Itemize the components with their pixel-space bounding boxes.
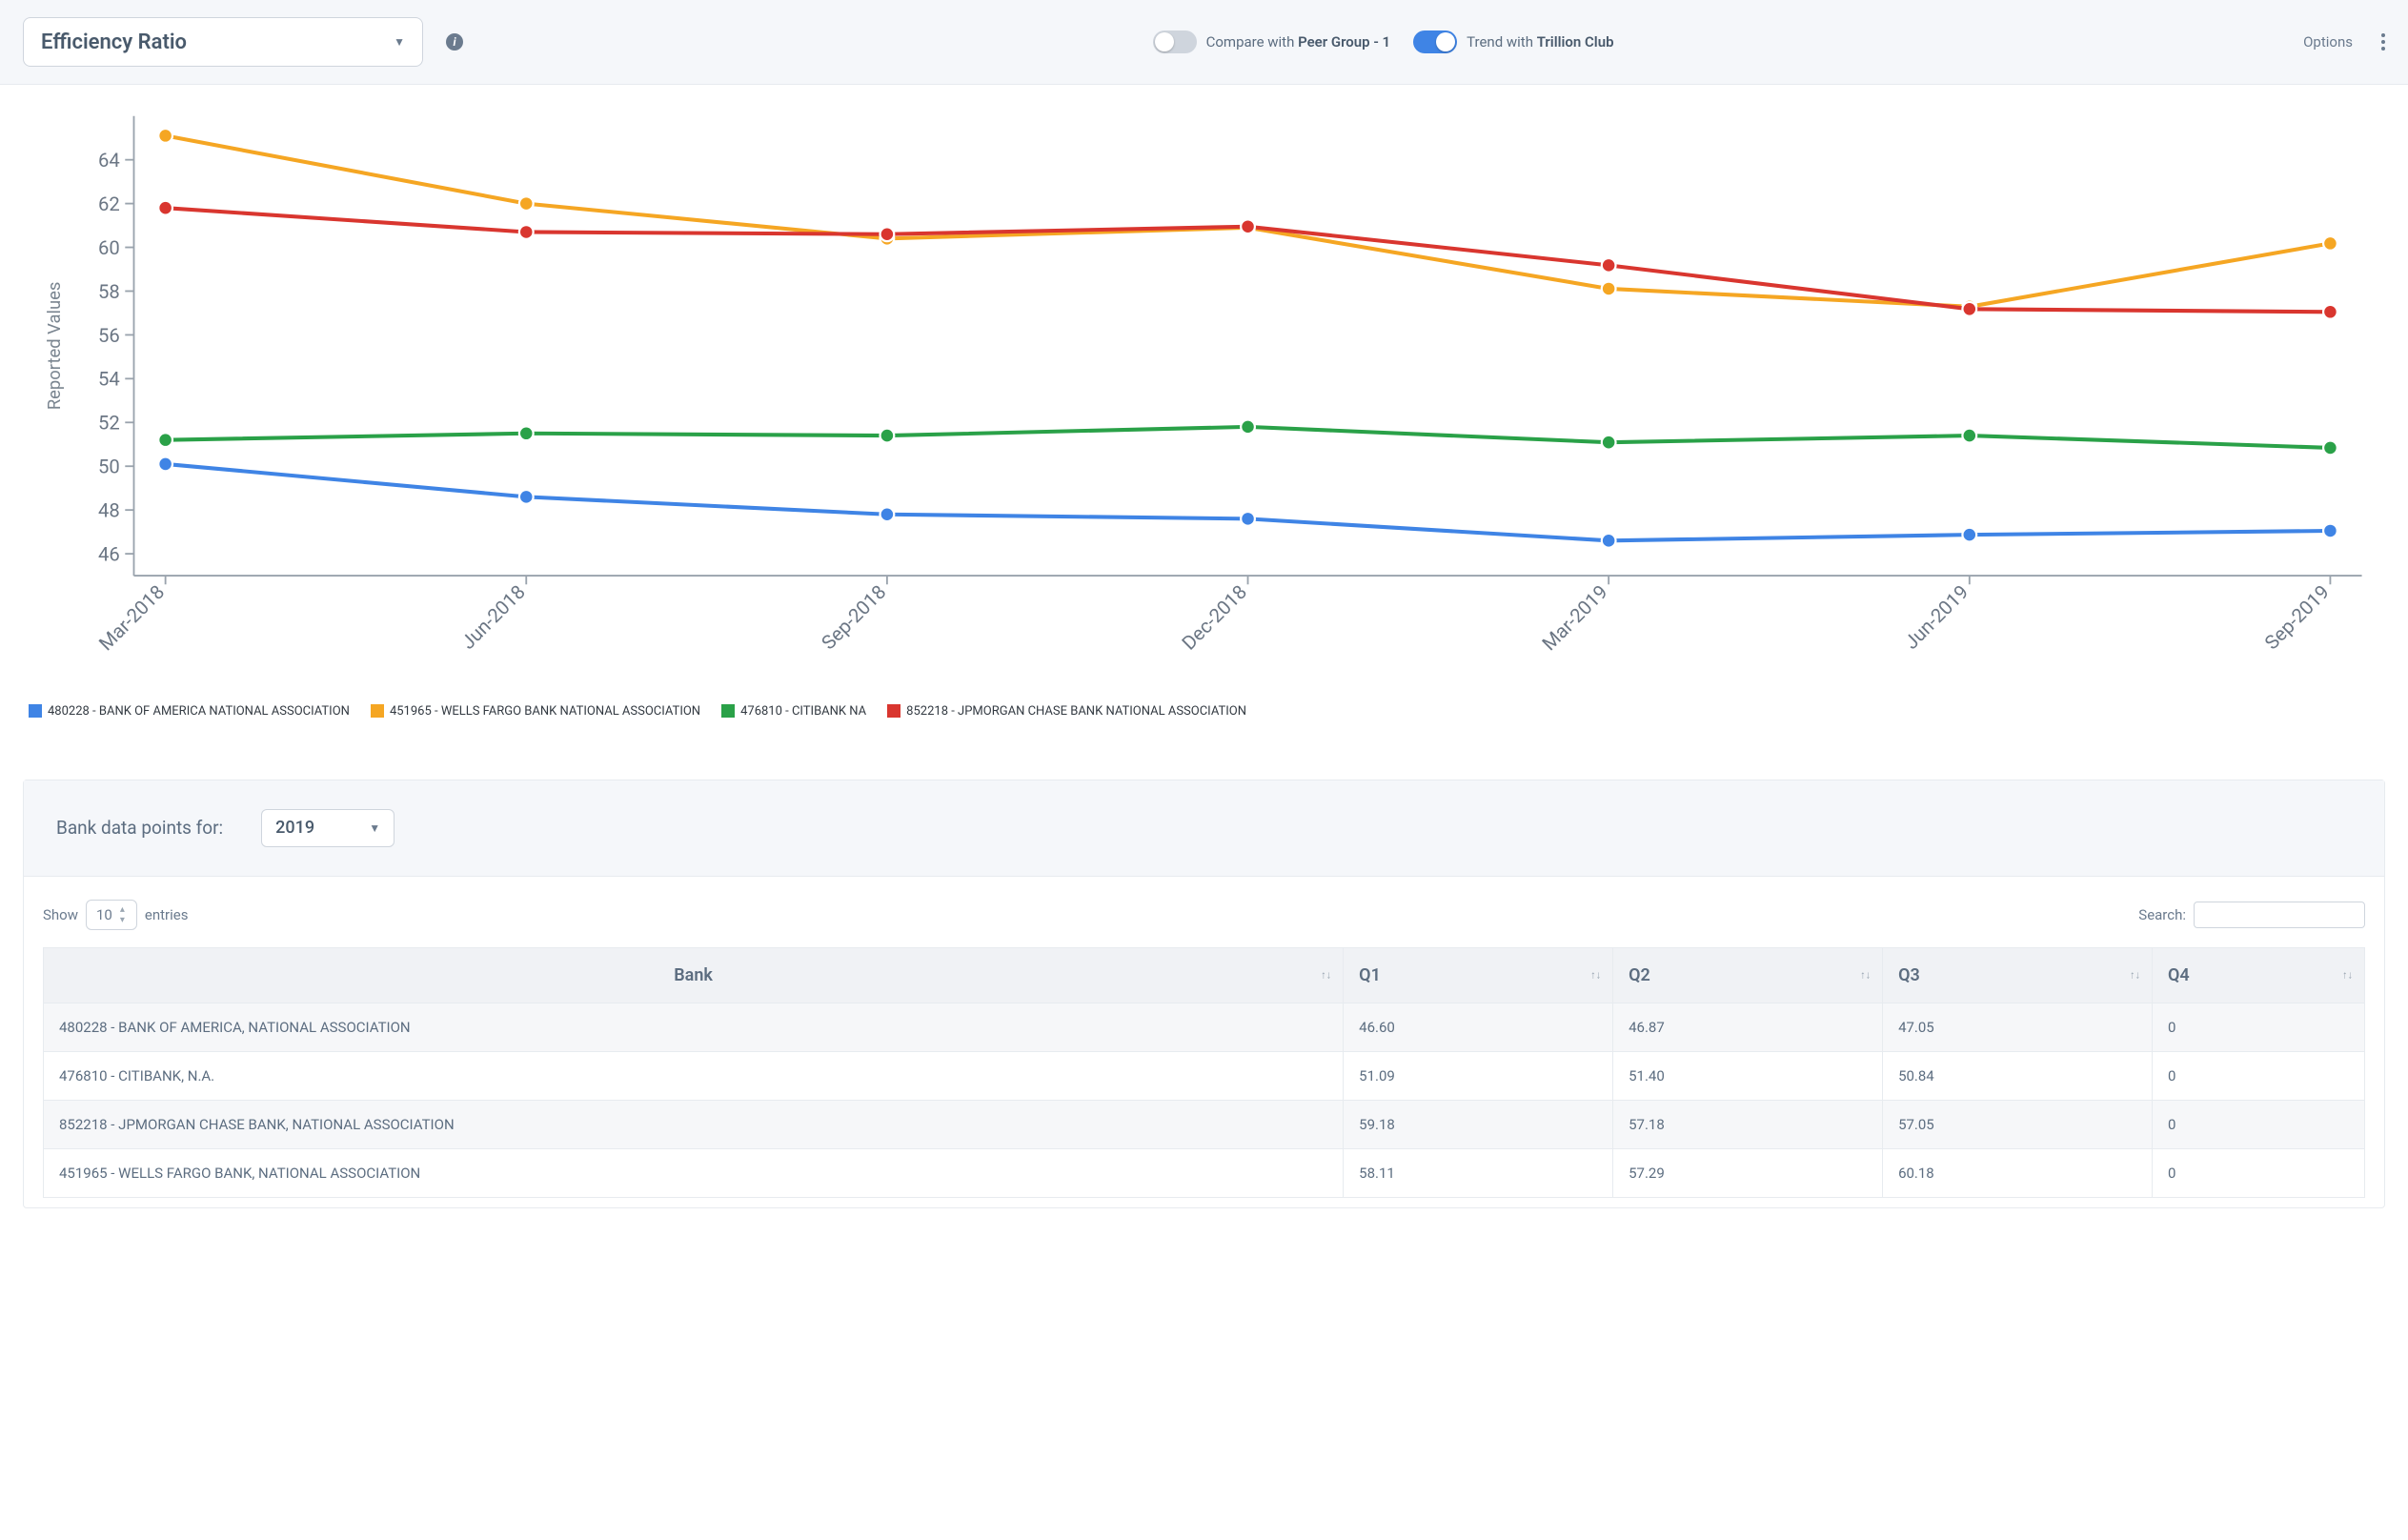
sort-icon: ↑↓ <box>2342 971 2353 980</box>
legend-label: 852218 - JPMORGAN CHASE BANK NATIONAL AS… <box>906 704 1246 719</box>
table-cell: 451965 - WELLS FARGO BANK, NATIONAL ASSO… <box>44 1148 1344 1197</box>
legend-item[interactable]: 451965 - WELLS FARGO BANK NATIONAL ASSOC… <box>371 704 700 719</box>
table-cell: 0 <box>2153 1148 2365 1197</box>
table-header[interactable]: Q1↑↓ <box>1344 947 1613 1003</box>
options-link[interactable]: Options <box>2303 33 2353 51</box>
table-header[interactable]: Q2↑↓ <box>1613 947 1883 1003</box>
svg-text:Mar-2018: Mar-2018 <box>94 580 169 655</box>
table-header[interactable]: Q3↑↓ <box>1883 947 2153 1003</box>
search-input[interactable] <box>2194 902 2365 928</box>
entries-label: entries <box>145 906 189 923</box>
svg-text:Sep-2019: Sep-2019 <box>2260 580 2334 654</box>
svg-text:60: 60 <box>98 236 120 259</box>
table-cell: 46.60 <box>1344 1003 1613 1051</box>
metric-select-label: Efficiency Ratio <box>41 30 187 54</box>
table-row: 451965 - WELLS FARGO BANK, NATIONAL ASSO… <box>44 1148 2365 1197</box>
svg-text:46: 46 <box>98 542 120 565</box>
table-row: 480228 - BANK OF AMERICA, NATIONAL ASSOC… <box>44 1003 2365 1051</box>
header-bar: Efficiency Ratio ▼ i Compare with Peer G… <box>0 0 2408 85</box>
table-cell: 46.87 <box>1613 1003 1883 1051</box>
chevron-down-icon: ▼ <box>369 821 380 835</box>
sort-icon: ↑↓ <box>2130 971 2140 980</box>
compare-toggle-label: Compare with Peer Group - 1 <box>1206 33 1391 51</box>
table-cell: 0 <box>2153 1100 2365 1148</box>
legend-swatch <box>371 704 384 718</box>
svg-text:50: 50 <box>98 456 120 478</box>
table-cell: 57.29 <box>1613 1148 1883 1197</box>
kebab-icon[interactable] <box>2381 33 2385 51</box>
sort-icon: ↑↓ <box>1860 971 1871 980</box>
search-control: Search: <box>2138 902 2365 928</box>
table-cell: 476810 - CITIBANK, N.A. <box>44 1051 1344 1100</box>
svg-text:62: 62 <box>98 192 120 215</box>
efficiency-chart: 46 48 50 52 54 56 58 60 62 64 Reported Values Mar-2… <box>29 102 2379 681</box>
entries-control: Show 10 ▴▾ entries <box>43 900 188 930</box>
table-cell: 0 <box>2153 1003 2365 1051</box>
info-icon[interactable]: i <box>446 33 463 51</box>
legend-swatch <box>29 704 42 718</box>
compare-toggle[interactable] <box>1153 30 1197 53</box>
table-row: 852218 - JPMORGAN CHASE BANK, NATIONAL A… <box>44 1100 2365 1148</box>
chart-legend: 480228 - BANK OF AMERICA NATIONAL ASSOCI… <box>29 704 2379 719</box>
table-cell: 59.18 <box>1344 1100 1613 1148</box>
legend-label: 476810 - CITIBANK NA <box>740 704 866 719</box>
svg-text:48: 48 <box>98 499 120 522</box>
legend-swatch <box>887 704 900 718</box>
svg-text:Mar-2019: Mar-2019 <box>1537 580 1611 655</box>
svg-text:64: 64 <box>98 149 120 172</box>
table-cell: 51.09 <box>1344 1051 1613 1100</box>
table-cell: 852218 - JPMORGAN CHASE BANK, NATIONAL A… <box>44 1100 1344 1148</box>
table-row: 476810 - CITIBANK, N.A.51.0951.4050.840 <box>44 1051 2365 1100</box>
show-label: Show <box>43 906 78 923</box>
chart-panel: 46 48 50 52 54 56 58 60 62 64 Reported Values Mar-2… <box>0 85 2408 757</box>
svg-text:56: 56 <box>98 324 120 347</box>
trend-toggle-label: Trend with Trillion Club <box>1467 33 1613 51</box>
table-cell: 50.84 <box>1883 1051 2153 1100</box>
table-header[interactable]: Bank↑↓ <box>44 947 1344 1003</box>
data-card: Bank data points for: 2019 ▼ Show 10 ▴▾ … <box>23 780 2385 1208</box>
data-card-title: Bank data points for: <box>56 817 223 839</box>
table-cell: 51.40 <box>1613 1051 1883 1100</box>
svg-text:Dec-2018: Dec-2018 <box>1177 580 1251 655</box>
data-card-header: Bank data points for: 2019 ▼ <box>24 780 2384 877</box>
sort-icon: ↑↓ <box>1321 971 1331 980</box>
legend-item[interactable]: 852218 - JPMORGAN CHASE BANK NATIONAL AS… <box>887 704 1246 719</box>
table-cell: 480228 - BANK OF AMERICA, NATIONAL ASSOC… <box>44 1003 1344 1051</box>
svg-text:54: 54 <box>98 368 120 391</box>
year-select[interactable]: 2019 ▼ <box>261 809 395 847</box>
table-cell: 58.11 <box>1344 1148 1613 1197</box>
year-select-label: 2019 <box>275 818 314 838</box>
trend-toggle-group: Trend with Trillion Club <box>1413 30 1613 53</box>
chevron-down-icon: ▼ <box>394 35 405 49</box>
sort-icon: ↑↓ <box>1590 971 1601 980</box>
table-cell: 57.05 <box>1883 1100 2153 1148</box>
trend-toggle[interactable] <box>1413 30 1457 53</box>
legend-label: 480228 - BANK OF AMERICA NATIONAL ASSOCI… <box>48 704 350 719</box>
svg-text:Jun-2019: Jun-2019 <box>1900 580 1973 654</box>
table-cell: 60.18 <box>1883 1148 2153 1197</box>
sort-updown-icon: ▴▾ <box>120 904 127 925</box>
svg-text:Reported Values: Reported Values <box>45 282 65 411</box>
entries-value: 10 <box>96 906 112 923</box>
search-label: Search: <box>2138 906 2186 923</box>
table-cell: 0 <box>2153 1051 2365 1100</box>
svg-text:58: 58 <box>98 280 120 303</box>
entries-select[interactable]: 10 ▴▾ <box>86 900 137 930</box>
legend-item[interactable]: 476810 - CITIBANK NA <box>721 704 866 719</box>
svg-text:Sep-2018: Sep-2018 <box>817 580 890 654</box>
table-cell: 47.05 <box>1883 1003 2153 1051</box>
compare-toggle-group: Compare with Peer Group - 1 <box>1153 30 1391 53</box>
table-header[interactable]: Q4↑↓ <box>2153 947 2365 1003</box>
table-cell: 57.18 <box>1613 1100 1883 1148</box>
data-table: Bank↑↓Q1↑↓Q2↑↓Q3↑↓Q4↑↓ 480228 - BANK OF … <box>43 947 2365 1198</box>
metric-select[interactable]: Efficiency Ratio ▼ <box>23 17 423 67</box>
legend-swatch <box>721 704 735 718</box>
legend-item[interactable]: 480228 - BANK OF AMERICA NATIONAL ASSOCI… <box>29 704 350 719</box>
svg-text:Jun-2018: Jun-2018 <box>456 580 530 654</box>
legend-label: 451965 - WELLS FARGO BANK NATIONAL ASSOC… <box>390 704 700 719</box>
svg-text:52: 52 <box>98 412 120 435</box>
